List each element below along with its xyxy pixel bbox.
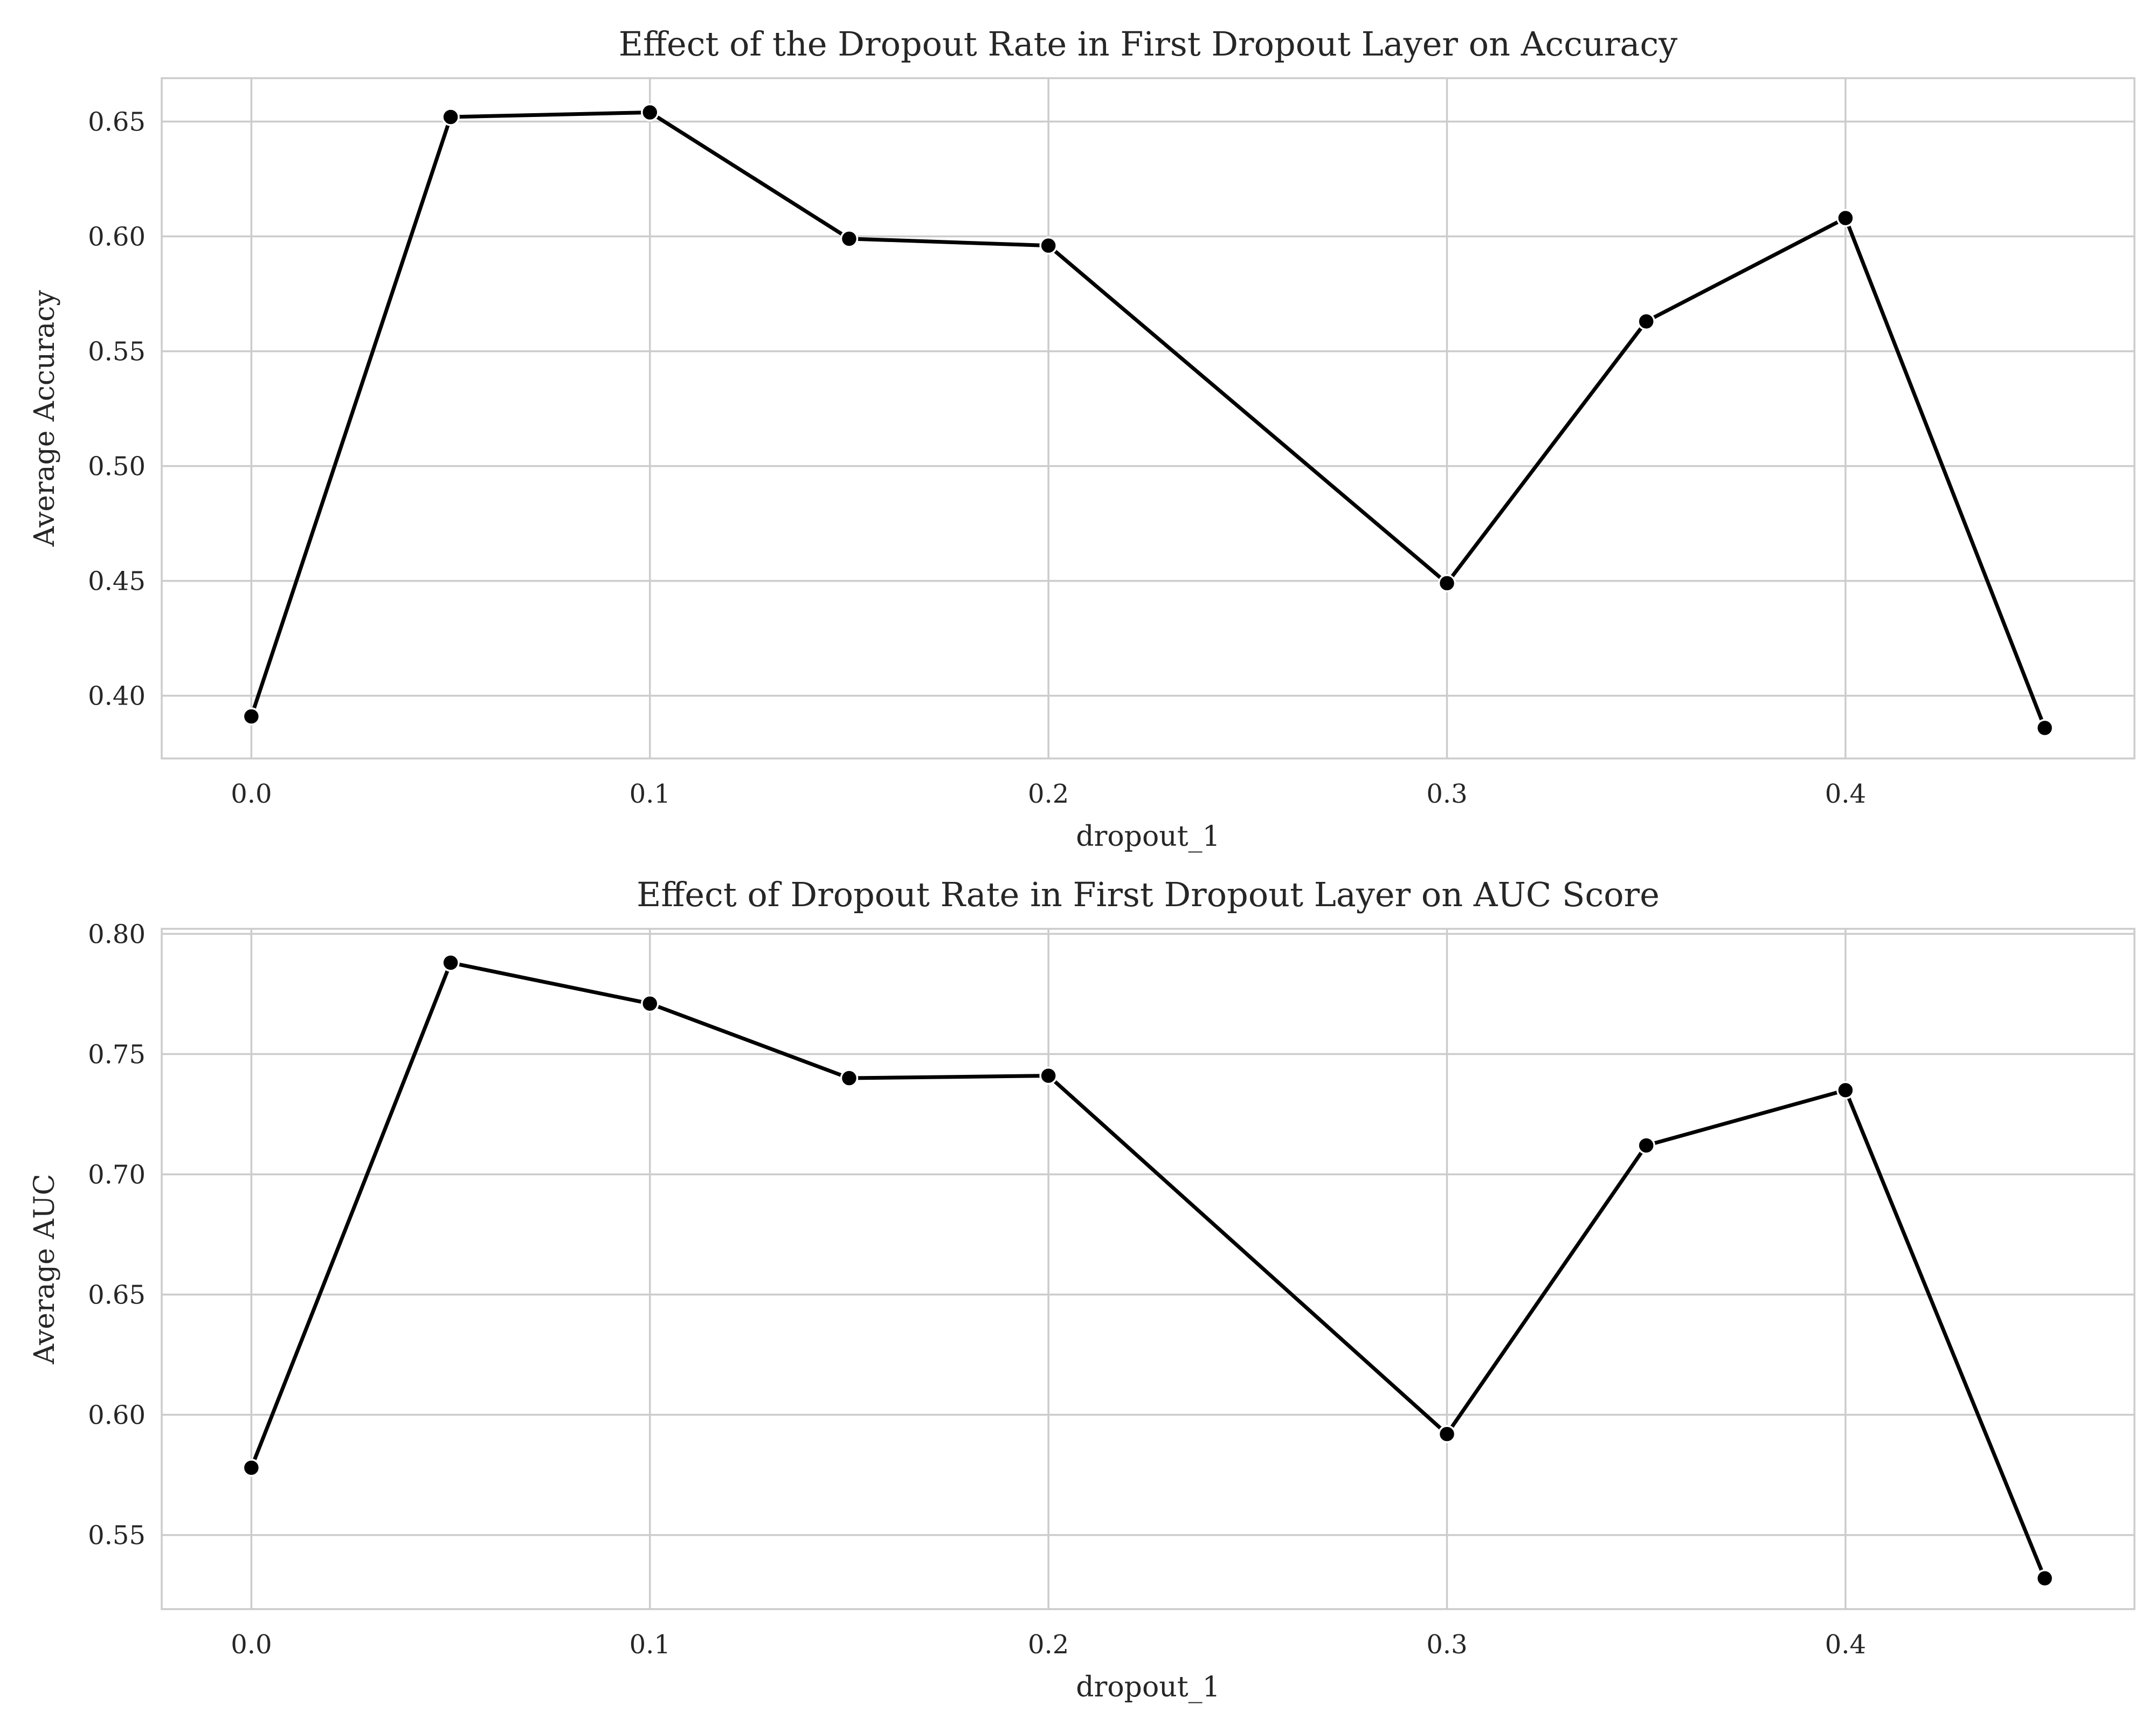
y-tick-label: 0.80 (88, 919, 146, 949)
y-tick-label: 0.65 (88, 1280, 146, 1310)
auc-chart: 0.0 0.1 0.2 0.3 0.4 0.55 0.60 0.65 0.70 0.75 0.80 E… (29, 875, 2136, 1703)
data-point (1039, 1066, 1058, 1085)
x-tick-label: 0.2 (1028, 779, 1069, 809)
data-point (441, 108, 460, 126)
data-point (1836, 1081, 1855, 1100)
data-point (641, 103, 659, 122)
accuracy-chart: 0.0 0.1 0.2 0.3 0.4 0.40 0.45 0.50 0.55 0.60 0.65 E… (29, 24, 2136, 853)
data-point (2035, 719, 2054, 737)
x-axis-label: dropout_1 (1076, 1671, 1220, 1703)
chart-title: Effect of Dropout Rate in First Dropout … (637, 875, 1660, 914)
y-tick-label: 0.60 (88, 222, 146, 252)
x-tick-label: 0.2 (1028, 1630, 1069, 1660)
data-point (1637, 1136, 1655, 1155)
series-line (249, 961, 2047, 1581)
x-tick-label: 0.1 (630, 1630, 671, 1660)
x-tick-label: 0.0 (231, 1630, 272, 1660)
data-point (840, 1069, 859, 1087)
y-tick-label: 0.40 (88, 681, 146, 712)
data-point (441, 954, 460, 972)
data-point (1438, 1425, 1456, 1443)
data-point (840, 230, 859, 248)
y-tick-label: 0.45 (88, 567, 146, 597)
x-axis-label: dropout_1 (1076, 820, 1220, 853)
x-tick-label: 0.3 (1426, 779, 1467, 809)
y-tick-label: 0.55 (88, 337, 146, 367)
chart-title: Effect of the Dropout Rate in First Drop… (619, 24, 1678, 64)
gridlines (162, 929, 2134, 1609)
gridlines (162, 78, 2134, 758)
x-tick-label: 0.4 (1825, 1630, 1866, 1660)
x-tick-label: 0.3 (1426, 1630, 1467, 1660)
data-point (242, 707, 261, 726)
x-tick-label: 0.1 (630, 779, 671, 809)
data-point (1039, 236, 1058, 255)
y-tick-label: 0.55 (88, 1521, 146, 1551)
y-tick-label: 0.65 (88, 107, 146, 137)
y-axis-label: Average Accuracy (29, 290, 61, 547)
data-point (1637, 312, 1655, 330)
series-line (249, 110, 2047, 730)
y-tick-label: 0.75 (88, 1039, 146, 1070)
y-tick-label: 0.50 (88, 452, 146, 482)
y-tick-label: 0.70 (88, 1160, 146, 1190)
y-tick-label: 0.60 (88, 1400, 146, 1431)
plot-frame (161, 77, 2136, 760)
data-point (2035, 1569, 2054, 1588)
data-point (1438, 574, 1456, 592)
y-axis-label: Average AUC (29, 1174, 61, 1364)
data-point (1836, 209, 1855, 227)
data-point (242, 1458, 261, 1477)
data-point (641, 994, 659, 1013)
plot-frame (161, 928, 2136, 1610)
x-tick-label: 0.4 (1825, 779, 1866, 809)
x-tick-label: 0.0 (231, 779, 272, 809)
